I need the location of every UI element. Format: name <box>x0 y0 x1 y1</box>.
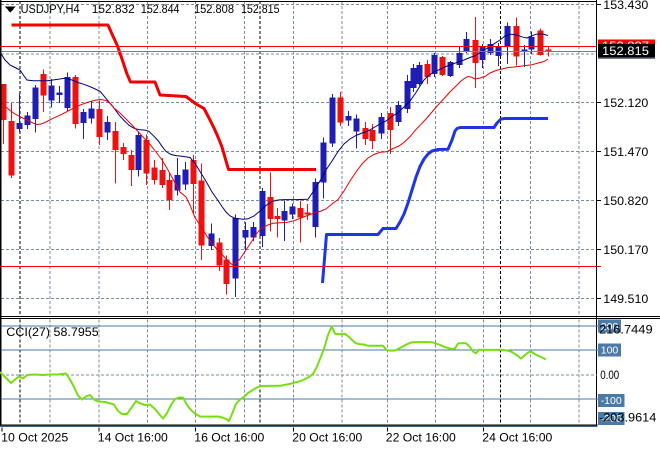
svg-text:22 Oct 16:00: 22 Oct 16:00 <box>386 430 456 444</box>
svg-text:152.815: 152.815 <box>241 2 280 16</box>
svg-text:216.7449: 216.7449 <box>599 322 653 336</box>
svg-text:152.832: 152.832 <box>92 2 135 16</box>
svg-text:200: 200 <box>601 321 619 333</box>
svg-text:14 Oct 16:00: 14 Oct 16:00 <box>98 430 168 444</box>
svg-text:100: 100 <box>601 344 619 356</box>
svg-text:152.120: 152.120 <box>603 96 648 110</box>
svg-text:CCI(27) 58.7955: CCI(27) 58.7955 <box>6 325 99 339</box>
svg-text:-100: -100 <box>601 395 622 407</box>
svg-text:150.820: 150.820 <box>603 194 648 208</box>
svg-text:-203.9614: -203.9614 <box>599 410 657 424</box>
svg-text:152.815: 152.815 <box>602 46 649 58</box>
svg-text:0.00: 0.00 <box>600 368 619 382</box>
svg-text:150.170: 150.170 <box>603 243 648 257</box>
svg-text:16 Oct 16:00: 16 Oct 16:00 <box>194 430 264 444</box>
svg-text:10 Oct 2025: 10 Oct 2025 <box>1 430 68 444</box>
svg-text:153.430: 153.430 <box>603 0 648 12</box>
svg-text:152.844: 152.844 <box>141 2 180 16</box>
svg-text:152.808: 152.808 <box>194 2 234 16</box>
svg-text:USDJPY,H4: USDJPY,H4 <box>21 2 80 16</box>
svg-text:24 Oct 16:00: 24 Oct 16:00 <box>482 430 552 444</box>
svg-text:151.470: 151.470 <box>603 145 648 159</box>
svg-text:20 Oct 16:00: 20 Oct 16:00 <box>292 430 362 444</box>
svg-text:-200: -200 <box>601 413 622 425</box>
svg-text:149.510: 149.510 <box>603 292 648 306</box>
